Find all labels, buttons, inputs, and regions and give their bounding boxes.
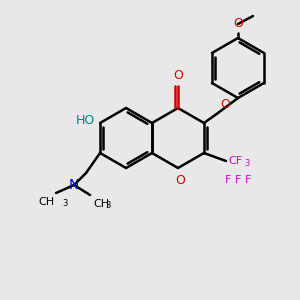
Text: O: O [220,98,230,111]
Text: 3: 3 [105,201,110,210]
Text: O: O [175,174,185,187]
Text: O: O [173,69,183,82]
Text: F: F [245,175,251,185]
Text: O: O [233,17,243,30]
Text: CH: CH [38,197,54,207]
Text: 3: 3 [244,158,249,167]
Text: HO: HO [76,115,95,128]
Text: F: F [235,175,241,185]
Text: 3: 3 [62,199,68,208]
Text: CH: CH [93,199,109,209]
Text: N: N [69,178,79,192]
Text: CF: CF [228,156,242,166]
Text: F: F [225,175,231,185]
